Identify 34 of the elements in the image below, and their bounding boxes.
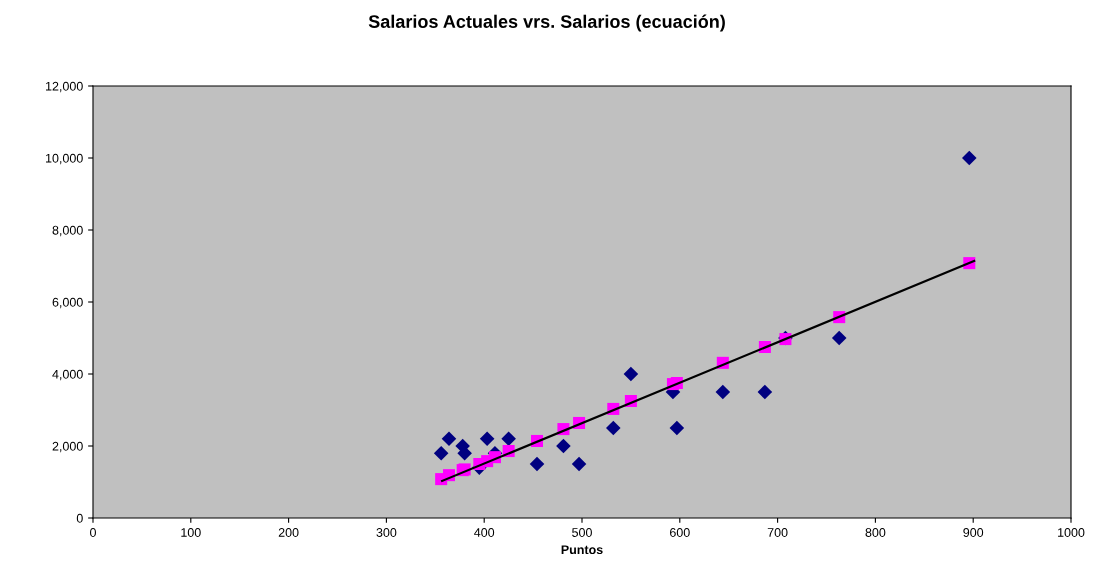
x-tick-label: 1000 [1058, 528, 1085, 537]
y-tick-label: 6,000 [52, 297, 83, 309]
point [529, 456, 545, 472]
y-tick-label: 0 [76, 513, 83, 523]
point [433, 445, 449, 461]
x-tick-label: 400 [474, 528, 495, 537]
x-axis-title: Puntos [561, 545, 603, 555]
x-tick-label: 0 [90, 528, 96, 537]
x-tick-label: 200 [278, 528, 299, 537]
x-tick-label: 900 [963, 528, 984, 537]
point [757, 384, 773, 400]
point [831, 330, 847, 346]
y-tick-label: 10,000 [46, 153, 83, 165]
x-tick-label: 100 [181, 528, 201, 537]
point [441, 431, 457, 447]
point [606, 420, 621, 436]
point [556, 438, 571, 454]
x-tick-label: 700 [767, 528, 788, 537]
point [715, 384, 731, 400]
point [962, 150, 977, 166]
point [669, 420, 685, 436]
x-tick-label: 800 [865, 528, 886, 537]
y-tick-label: 2,000 [52, 441, 83, 453]
y-tick-label: 8,000 [52, 225, 83, 237]
y-tick-label: 12,000 [46, 81, 83, 93]
x-tick-label: 600 [670, 528, 690, 537]
y-tick-label: 4,000 [52, 369, 83, 381]
point [623, 366, 639, 382]
x-tick-label: 500 [572, 528, 592, 537]
point [479, 431, 495, 447]
point [501, 431, 516, 447]
chart-title: Salarios Actuales vrs. Salarios (ecuación) [368, 14, 725, 32]
point [571, 456, 587, 472]
x-tick-label: 300 [376, 528, 397, 537]
